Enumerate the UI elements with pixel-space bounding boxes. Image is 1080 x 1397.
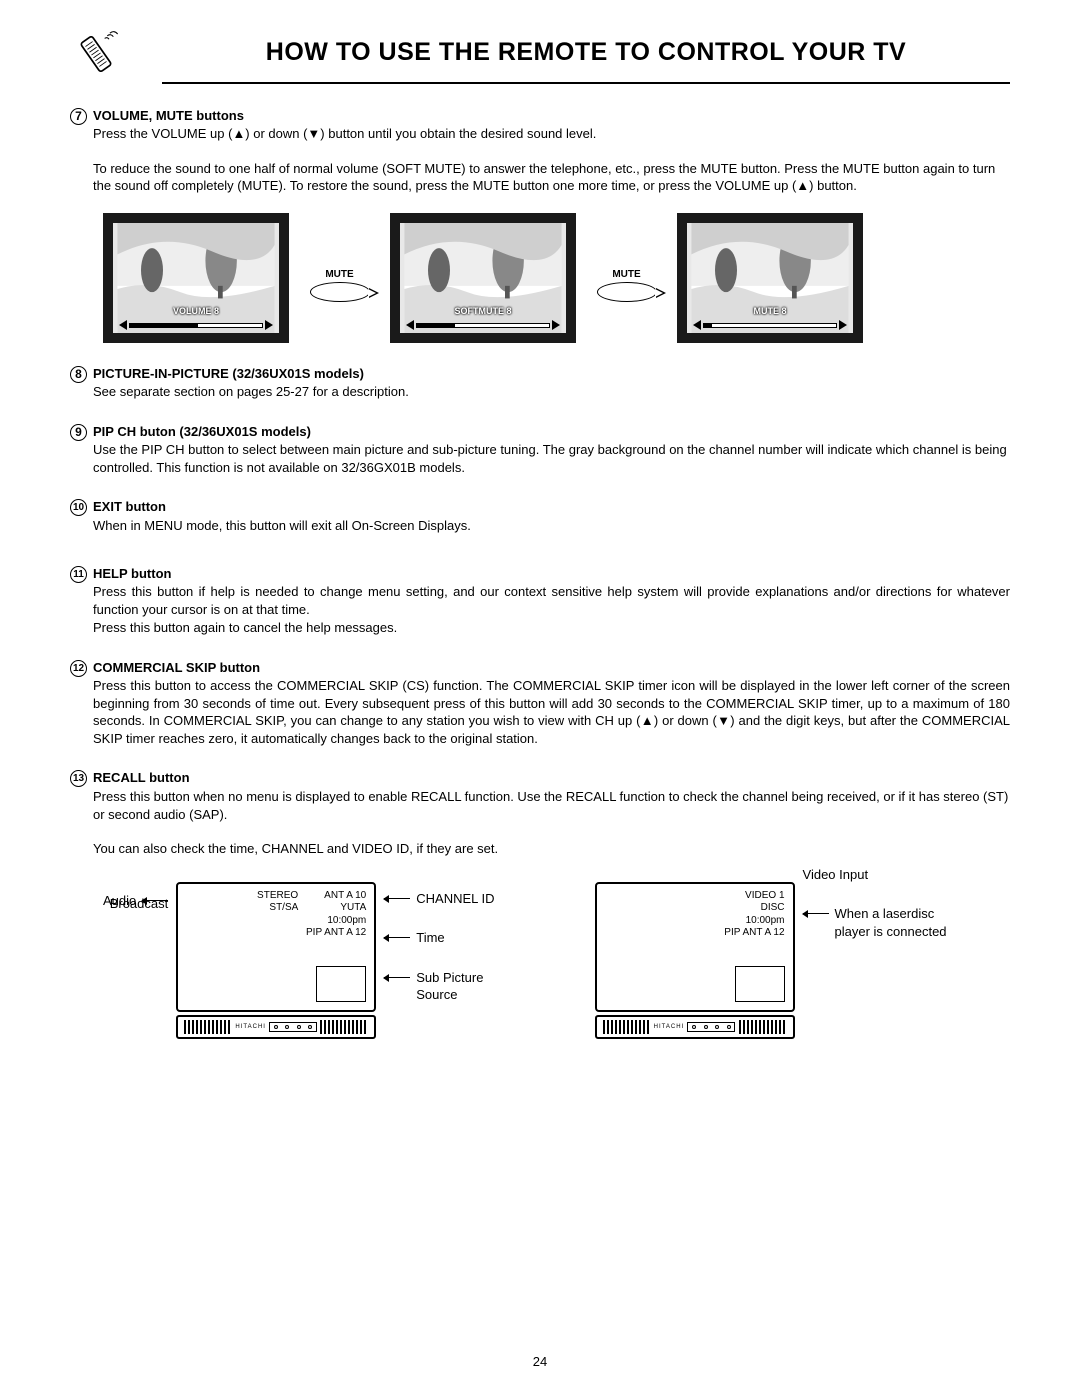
circled-number: 8 xyxy=(70,366,87,383)
section-13: 13 RECALL button Press this button when … xyxy=(70,769,1010,1038)
page-number: 24 xyxy=(0,1353,1080,1371)
title-rule xyxy=(162,82,1010,84)
circled-number: 7 xyxy=(70,108,87,125)
tv-screen: VOLUME 8 xyxy=(103,213,289,343)
recall-diagram: Audio Broadcast STEREOANT A 10 ST/SAYUTA… xyxy=(103,882,1010,1039)
section-title: EXIT button xyxy=(93,498,1010,516)
circled-number: 12 xyxy=(70,660,87,677)
tv-screen: SOFTMUTE 8 xyxy=(390,213,576,343)
annotation-left: Audio Broadcast xyxy=(103,882,168,913)
section-text: Press the VOLUME up (▲) or down (▼) butt… xyxy=(93,125,1010,143)
volume-label: SOFTMUTE 8 xyxy=(406,305,560,317)
volume-label: MUTE 8 xyxy=(693,305,847,317)
section-title: VOLUME, MUTE buttons xyxy=(93,107,1010,125)
mute-arrow: MUTE xyxy=(592,268,662,298)
pip-box xyxy=(316,966,366,1002)
section-title: RECALL button xyxy=(93,769,1010,787)
section-text: Press this button to access the COMMERCI… xyxy=(93,677,1010,747)
circled-number: 9 xyxy=(70,424,87,441)
section-7: 7 VOLUME, MUTE buttons Press the VOLUME … xyxy=(70,107,1010,343)
remote-icon xyxy=(70,28,122,85)
tv-screen: MUTE 8 xyxy=(677,213,863,343)
osd-text: STEREOANT A 10 ST/SAYUTA 10:00pm PIP ANT… xyxy=(257,890,366,940)
page-header: HOW TO USE THE REMOTE TO CONTROL YOUR TV xyxy=(70,28,1010,85)
mute-diagram: VOLUME 8 MUTE SOFTMUTE 8 MUTE xyxy=(103,213,863,343)
annotation-mid: CHANNEL ID Time Sub Picture Source xyxy=(384,882,494,1004)
section-title: HELP button xyxy=(93,565,1010,583)
circled-number: 13 xyxy=(70,770,87,787)
section-text: You can also check the time, CHANNEL and… xyxy=(93,840,1010,858)
page-title: HOW TO USE THE REMOTE TO CONTROL YOUR TV xyxy=(162,28,1010,80)
section-text: See separate section on pages 25-27 for … xyxy=(93,383,1010,401)
section-text: Use the PIP CH button to select between … xyxy=(93,441,1010,476)
section-10: 10 EXIT button When in MENU mode, this b… xyxy=(70,498,1010,534)
section-text: Press this button again to cancel the he… xyxy=(93,619,1010,637)
section-8: 8 PICTURE-IN-PICTURE (32/36UX01S models)… xyxy=(70,365,1010,401)
circled-number: 11 xyxy=(70,566,87,583)
section-11: 11 HELP button Press this button if help… xyxy=(70,565,1010,637)
volume-label: VOLUME 8 xyxy=(119,305,273,317)
pip-box xyxy=(735,966,785,1002)
osd-text: VIDEO 1 DISC 10:00pm PIP ANT A 12 xyxy=(724,890,784,940)
tv-set: STEREOANT A 10 ST/SAYUTA 10:00pm PIP ANT… xyxy=(176,882,376,1039)
tv-set: VIDEO 1 DISC 10:00pm PIP ANT A 12 HITACH… xyxy=(595,882,795,1039)
section-text: Press this button when no menu is displa… xyxy=(93,788,1010,823)
section-text: Press this button if help is needed to c… xyxy=(93,583,1010,618)
section-title: PIP CH buton (32/36UX01S models) xyxy=(93,423,1010,441)
section-title: PICTURE-IN-PICTURE (32/36UX01S models) xyxy=(93,365,1010,383)
section-title: COMMERCIAL SKIP button xyxy=(93,659,1010,677)
circled-number: 10 xyxy=(70,499,87,516)
section-text: To reduce the sound to one half of norma… xyxy=(93,160,1010,195)
section-12: 12 COMMERCIAL SKIP button Press this but… xyxy=(70,659,1010,748)
mute-arrow: MUTE xyxy=(305,268,375,298)
annotation-right: Video Input When a laserdisc player is c… xyxy=(803,882,947,941)
section-9: 9 PIP CH buton (32/36UX01S models) Use t… xyxy=(70,423,1010,477)
section-text: When in MENU mode, this button will exit… xyxy=(93,517,1010,535)
